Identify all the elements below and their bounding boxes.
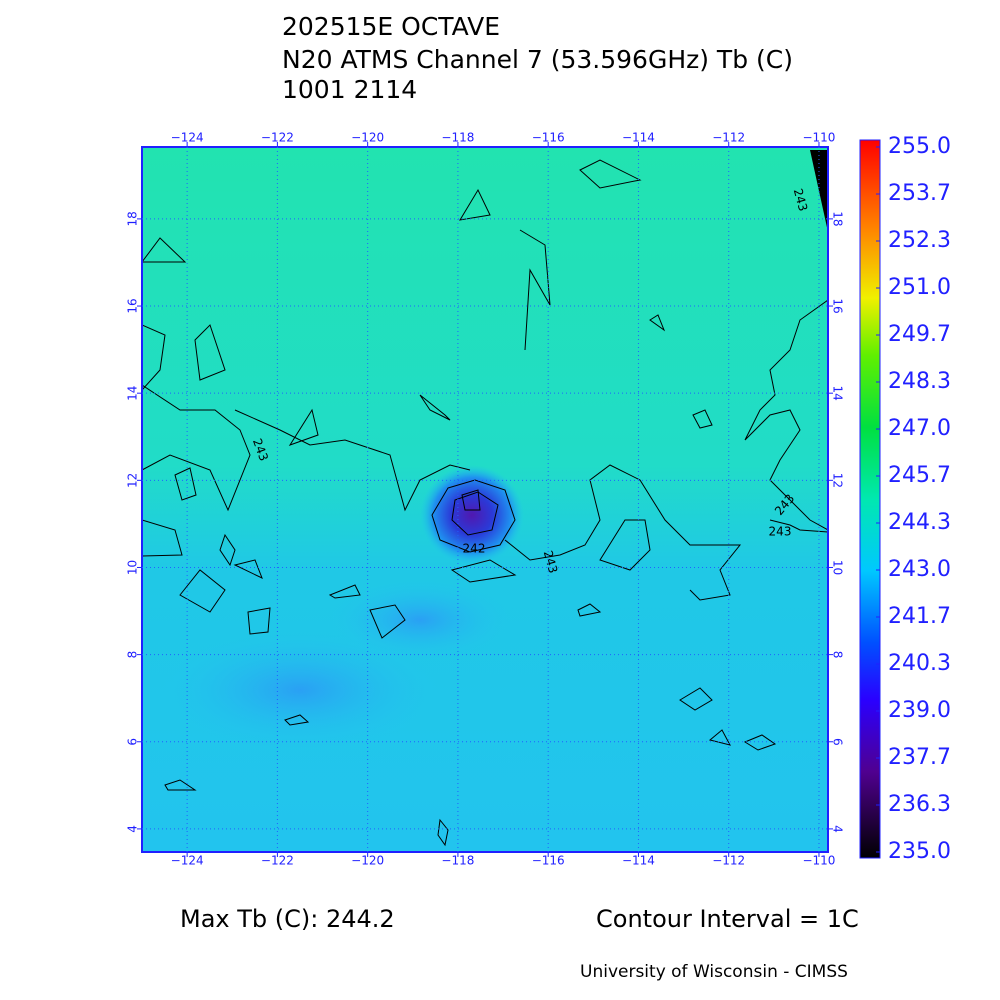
- x-tick-label: −112: [712, 131, 745, 145]
- colorbar-label: 237.7: [888, 745, 951, 770]
- x-tick-label: −116: [532, 131, 565, 145]
- colorbar-label: 255.0: [888, 134, 951, 159]
- y-tick-label: 10: [831, 560, 845, 575]
- y-tick-label: 18: [126, 211, 140, 226]
- y-tick-label: 14: [831, 386, 845, 401]
- contour-label: 243: [791, 187, 810, 213]
- map-image: [142, 147, 828, 852]
- colorbar-label: 247.0: [888, 416, 951, 441]
- contour-label: 242: [463, 542, 486, 556]
- header-line: 1001 2114: [282, 75, 417, 104]
- contour-label: 243: [769, 525, 792, 539]
- y-tick-label: 4: [126, 825, 140, 833]
- max-tb: Max Tb (C): 244.2: [180, 905, 395, 933]
- x-tick-label: −110: [802, 131, 835, 145]
- colorbar-label: 251.0: [888, 275, 951, 300]
- y-tick-label: 16: [126, 298, 140, 313]
- y-tick-label: 10: [126, 560, 140, 575]
- x-tick-label: −124: [171, 131, 204, 145]
- y-tick-label: 8: [831, 651, 845, 659]
- y-tick-label: 6: [126, 738, 140, 746]
- x-tick-label: −112: [712, 854, 745, 868]
- y-tick-label: 18: [831, 211, 845, 226]
- x-tick-label: −110: [802, 854, 835, 868]
- cool-region: [330, 580, 510, 660]
- colorbar-label: 252.3: [888, 228, 951, 253]
- credit: University of Wisconsin - CIMSS: [580, 962, 848, 982]
- colorbar-label: 249.7: [888, 322, 951, 347]
- x-tick-label: −116: [532, 854, 565, 868]
- colorbar-label: 243.0: [888, 557, 951, 582]
- contour-interval: Contour Interval = 1C: [596, 905, 859, 933]
- x-tick-label: −118: [441, 854, 474, 868]
- x-tick-label: −120: [351, 854, 384, 868]
- colorbar-label: 239.0: [888, 698, 951, 723]
- y-tick-label: 8: [126, 651, 140, 659]
- colorbar-label: 235.0: [888, 839, 951, 864]
- y-tick-label: 4: [831, 825, 845, 833]
- y-tick-label: 12: [126, 473, 140, 488]
- storm-core: [420, 465, 524, 565]
- x-tick-label: −114: [622, 131, 655, 145]
- y-tick-label: 6: [831, 738, 845, 746]
- contours: [142, 159, 828, 847]
- colorbar-label: 248.3: [888, 369, 951, 394]
- header-line: 202515E OCTAVE: [282, 12, 500, 41]
- y-tick-label: 14: [126, 386, 140, 401]
- header-line: N20 ATMS Channel 7 (53.596GHz) Tb (C): [282, 45, 793, 74]
- colorbar-label: 244.3: [888, 510, 951, 535]
- cool-region: [160, 630, 440, 750]
- y-tick-label: 12: [831, 473, 845, 488]
- colorbar-label: 241.7: [888, 604, 951, 629]
- x-tick-label: −122: [261, 854, 294, 868]
- x-tick-label: −114: [622, 854, 655, 868]
- y-tick-label: 16: [831, 298, 845, 313]
- colorbar-label: 236.3: [888, 792, 951, 817]
- contour-label: 243: [541, 549, 560, 575]
- colorbar-label: 253.7: [888, 181, 951, 206]
- colorbar-label: 245.7: [888, 463, 951, 488]
- x-tick-label: −124: [171, 854, 204, 868]
- colorbar-label: 240.3: [888, 651, 951, 676]
- x-tick-label: −122: [261, 131, 294, 145]
- x-tick-label: −120: [351, 131, 384, 145]
- map-frame: [141, 146, 829, 853]
- x-tick-label: −118: [441, 131, 474, 145]
- colorbar: [859, 139, 881, 859]
